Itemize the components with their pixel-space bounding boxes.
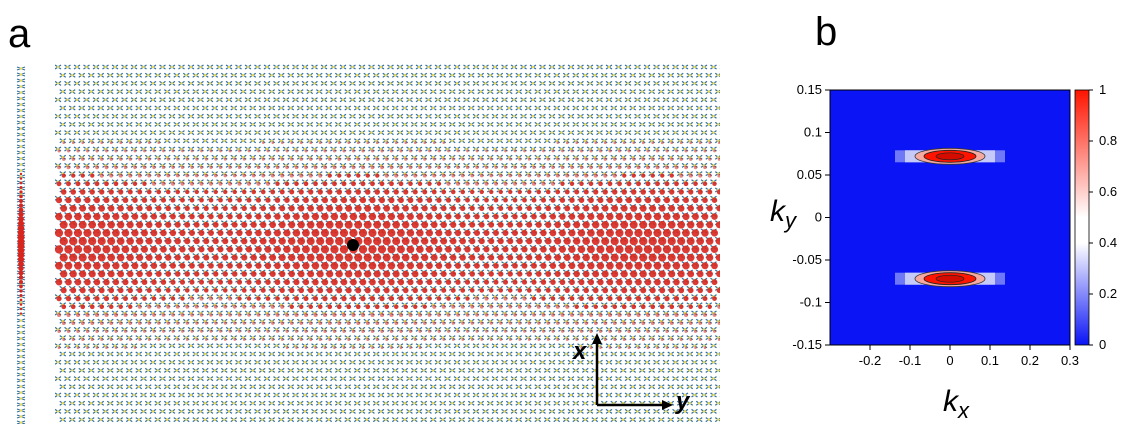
colorbar-tick-label: 0.2 xyxy=(1099,286,1117,301)
panel-label-b: b xyxy=(815,10,838,54)
y-axis-title: ky xyxy=(770,195,796,234)
peak-1 xyxy=(895,147,1005,165)
x-arrowhead xyxy=(592,333,602,344)
x-tick-label: -0.2 xyxy=(859,353,881,368)
x-tick-label: 0.1 xyxy=(981,353,999,368)
localized-state-core xyxy=(55,173,720,310)
localized-state xyxy=(55,141,720,350)
y-tick-label: -0.05 xyxy=(792,252,822,267)
y-axis-title-sub: y xyxy=(785,208,796,233)
colorbar-tick-label: 0 xyxy=(1099,337,1106,352)
y-tick-label: 0.05 xyxy=(797,167,822,182)
peak-2 xyxy=(895,270,1005,288)
y-arrowhead xyxy=(662,400,673,410)
heatmap-background xyxy=(830,90,1070,345)
peak-contour-core xyxy=(935,274,965,283)
colorbar xyxy=(1074,89,1090,346)
x-axis-title-main: k xyxy=(943,385,958,418)
axis-label-x: x xyxy=(573,338,587,365)
y-tick-label: 0.15 xyxy=(797,82,822,97)
y-tick-label: 0.1 xyxy=(804,125,822,140)
heatmap-chart: 0.15 0.1 0.05 0 -0.05 -0.1 -0.15 -0.2 -0.1 0 0.1 0.… xyxy=(792,82,1117,368)
x-tick-label: 0.3 xyxy=(1061,353,1079,368)
panel-label-a: a xyxy=(8,12,31,56)
side-view-strip xyxy=(16,66,26,424)
side-localized-state xyxy=(17,172,25,315)
x-axis-title: kx xyxy=(943,385,969,424)
impurity-marker xyxy=(347,239,359,251)
x-tick-label: 0 xyxy=(946,353,953,368)
heatmap-panel: 0.15 0.1 0.05 0 -0.05 -0.1 -0.15 -0.2 -0.1 0 0.1 0.… xyxy=(760,80,1126,427)
colorbar-tick-label: 0.8 xyxy=(1099,133,1117,148)
peak-contour-core xyxy=(935,152,965,161)
y-tick-label: -0.1 xyxy=(800,295,822,310)
y-axis-title-main: k xyxy=(770,195,785,228)
x-tick-label: 0.2 xyxy=(1021,353,1039,368)
x-axis-title-sub: x xyxy=(958,398,969,423)
coordinate-axes xyxy=(592,333,673,410)
lattice-top-view xyxy=(55,64,720,423)
colorbar-tick-label: 0.4 xyxy=(1099,235,1117,250)
y-tick-label: 0 xyxy=(815,210,822,225)
colorbar-tick-label: 1 xyxy=(1099,82,1106,97)
colorbar-tick-label: 0.6 xyxy=(1099,184,1117,199)
axis-label-y: y xyxy=(676,388,690,415)
y-tick-label: -0.15 xyxy=(792,337,822,352)
x-tick-label: -0.1 xyxy=(899,353,921,368)
